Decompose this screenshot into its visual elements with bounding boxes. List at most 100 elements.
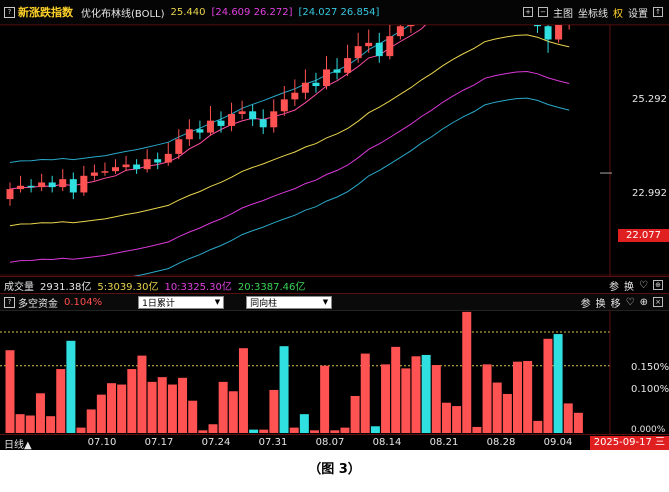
fund-flow-bar [127,369,137,433]
fund-flow-bar [533,420,543,433]
candle-body [112,167,119,172]
fund-flow-bar [482,364,492,433]
candle-body [143,159,151,170]
candle-body [238,111,246,114]
fund-flow-bar [492,382,502,433]
fund-flow-bar [15,414,25,433]
settings-button[interactable]: 设置 [628,8,648,20]
candle-body [249,111,257,120]
fund-flow-bar [573,412,583,433]
indicator-name[interactable]: 优化布林线(BOLL) [81,8,165,20]
candle-body [101,171,109,173]
fund-params-button[interactable]: 参 [580,298,591,310]
add-icon[interactable]: + [523,7,533,17]
fund-flow-bar [472,426,482,433]
fund-flow-bar [56,369,66,433]
volume-label[interactable]: 成交量 [4,281,34,293]
candle-body [133,164,141,170]
candle-body [555,25,563,40]
fund-move-button[interactable]: 移 [610,298,621,310]
date-label: 07.10 [87,437,117,448]
coordinate-line-button[interactable]: 坐标线 [578,8,608,20]
date-label: 08.21 [429,437,459,448]
fund-flow-bar [431,365,441,433]
candle-body [354,46,362,59]
candle-body [280,99,288,112]
fund-flow-bar [96,394,106,433]
fund-flow-bar [188,400,198,433]
candle-body [38,182,46,188]
fund-flow-bar [320,365,330,433]
candle-body [386,36,394,57]
candle-body [344,58,352,73]
candle-body [17,185,25,190]
current-date-tag: 2025-09-17 三 [589,436,669,450]
fund-flow-bar [86,409,96,433]
fund-flow-bar [401,368,411,433]
candle-body [175,139,183,154]
candle-body [69,179,77,193]
dropdown-arrow-icon: ▼ [322,298,329,306]
fund-flow-bar [462,311,472,433]
maximize-icon[interactable]: ↑ [653,7,663,17]
fund-flow-bar [249,429,259,433]
fund-flow-bar [310,430,319,433]
fund-flow-toolbar: 参 换 移 ♡ ⊕ × [581,294,663,310]
fund-flow-value: 0.104% [64,296,103,308]
close-icon[interactable]: × [653,297,663,307]
boll-upper-range: [24.609 26.272] [211,6,293,18]
chart-menu-icon[interactable]: ? [4,6,15,18]
candle-body [301,82,309,93]
boll-mid-value: 25.440 [170,6,206,18]
date-label: 07.17 [144,437,174,448]
fund-flow-bar [66,340,76,433]
fund-flow-bar [299,414,309,433]
fund-flow-bar [228,391,238,433]
fund-menu-icon[interactable]: ? [4,296,15,308]
candle-body [534,25,541,27]
date-label: 07.24 [201,437,231,448]
fund-flow-header: ? 多空资金 0.104% 1日累计 ▼ 同向柱 ▼ 参 换 移 ♡ ⊕ × [0,293,669,311]
figure-caption: （图 3） [308,462,361,477]
candle-body [228,113,236,126]
price-axis-label-lower: 22.992 [632,188,667,199]
volume-ma10: 10:3325.30亿 [164,281,232,293]
index-title[interactable]: 新涨跌指数 [18,6,73,19]
fund-flow-bar [218,381,228,433]
zoom-icon[interactable]: ⊕ [653,280,663,290]
fund-switch-button[interactable]: 换 [595,298,606,310]
stock-chart-app: ? 新涨跌指数 优化布林线(BOLL) 25.440 [24.609 26.27… [0,0,669,450]
candle-body [407,25,415,27]
period-selector[interactable]: 日线▲ [4,439,32,451]
zoom-icon[interactable]: ⊕ [639,296,648,308]
volume-switch-button[interactable]: 换 [624,281,635,293]
date-label: 08.28 [486,437,516,448]
candlestick-chart[interactable] [0,25,669,276]
date-label: 08.07 [315,437,345,448]
candle-body [90,172,98,176]
volume-params-button[interactable]: 参 [609,281,620,293]
fund-flow-bar [76,427,86,433]
fund-flow-bar [563,403,573,433]
bar-mode-dropdown[interactable]: 同向柱 ▼ [246,295,333,309]
fund-flow-bar [360,353,370,433]
rights-button[interactable]: 权 [613,8,623,20]
fund-flow-bar [35,393,45,433]
fund-flow-bar-chart[interactable] [0,310,669,434]
date-label: 09.04 [543,437,573,448]
fund-flow-bar [502,393,512,433]
candle-body [312,82,320,87]
fund-axis-label-100: 0.100% [631,384,669,395]
heart-icon[interactable]: ♡ [639,279,648,291]
main-chart-button[interactable]: 主图 [553,8,573,20]
heart-icon[interactable]: ♡ [625,296,635,308]
accumulation-dropdown[interactable]: 1日累计 ▼ [138,295,225,309]
volume-total: 2931.38亿 [40,281,92,293]
candle-body [291,92,299,100]
volume-header: 成交量 2931.38亿 5:3039.30亿 10:3325.30亿 20:3… [0,276,669,293]
fund-flow-bar [543,338,553,433]
candle-body [333,69,341,73]
minimize-icon[interactable]: − [538,7,548,17]
fund-flow-label[interactable]: 多空资金 [18,298,58,310]
date-label: 07.31 [258,437,288,448]
